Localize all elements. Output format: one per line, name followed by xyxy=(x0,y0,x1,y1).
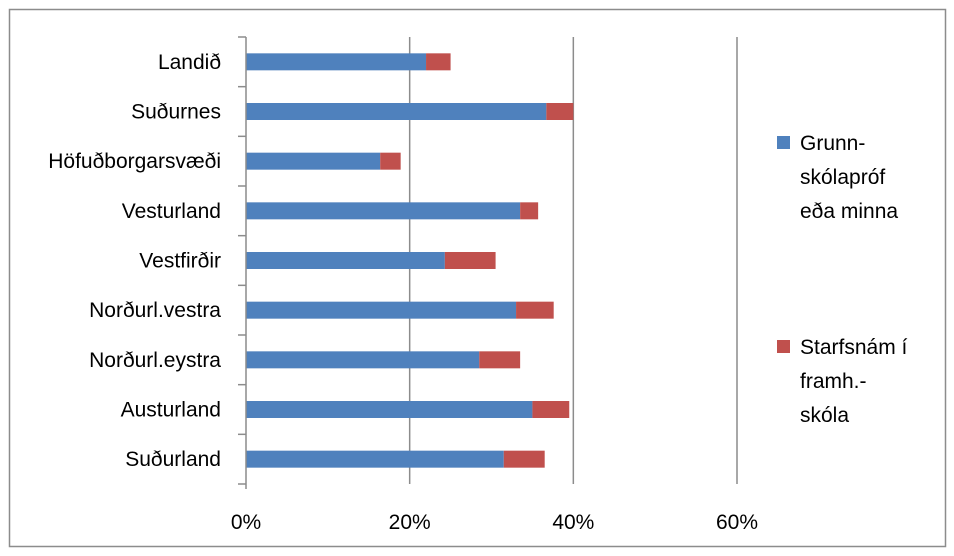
bar-segment-starfsnam xyxy=(520,202,539,220)
x-tick-label: 0% xyxy=(231,511,261,534)
legend-label: Starfsnám í xyxy=(800,336,908,359)
x-tick-label: 60% xyxy=(716,511,758,534)
bar-segment-starfsnam xyxy=(426,53,451,71)
bar-segment-grunnskolaprof xyxy=(246,351,480,369)
category-label: Suðurnes xyxy=(131,101,221,124)
tick-labels: 0% 20% 40% 60% xyxy=(231,511,758,534)
bars xyxy=(246,53,574,468)
legend-label: Grunn- xyxy=(800,132,865,155)
bar-segment-grunnskolaprof xyxy=(246,401,533,418)
category-label: Norðurl.vestra xyxy=(89,299,221,322)
bar-segment-starfsnam xyxy=(503,450,545,468)
bar-segment-grunnskolaprof xyxy=(246,53,427,71)
legend-swatch xyxy=(777,340,790,353)
category-label: Norðurl.eystra xyxy=(89,349,221,372)
legend-label: skólapróf xyxy=(800,166,885,189)
bar-segment-grunnskolaprof xyxy=(246,103,547,120)
x-tick-label: 40% xyxy=(552,511,594,534)
legend: Grunn-skólapróf eða minna Starfsnám í framh… xyxy=(777,132,908,427)
category-labels: Landið Suðurnes Höfuðborgarsvæði Vesturland… xyxy=(48,51,221,471)
bar-segment-starfsnam xyxy=(479,351,521,369)
bar-segment-grunnskolaprof xyxy=(246,252,445,269)
axes xyxy=(238,36,247,489)
category-label: Vestfirðir xyxy=(139,250,221,273)
category-label: Vesturland xyxy=(122,200,221,223)
bar-segment-starfsnam xyxy=(444,252,496,269)
bar-segment-grunnskolaprof xyxy=(246,301,517,319)
bar-segment-starfsnam xyxy=(516,301,554,319)
legend-label: eða minna xyxy=(800,200,898,223)
x-tick-label: 20% xyxy=(389,511,431,534)
bar-segment-grunnskolaprof xyxy=(246,152,381,170)
category-label: Landið xyxy=(158,51,221,74)
bar-segment-starfsnam xyxy=(546,103,574,120)
bar-segment-grunnskolaprof xyxy=(246,450,504,468)
category-label: Austurland xyxy=(121,399,221,422)
bar-segment-starfsnam xyxy=(380,152,401,170)
legend-swatch xyxy=(777,136,790,149)
legend-label: framh.- xyxy=(800,370,867,393)
category-label: Höfuðborgarsvæði xyxy=(48,150,221,173)
category-label: Suðurland xyxy=(125,448,221,471)
bar-segment-grunnskolaprof xyxy=(246,202,521,220)
bar-segment-starfsnam xyxy=(532,401,570,418)
legend-label: skóla xyxy=(800,404,849,427)
